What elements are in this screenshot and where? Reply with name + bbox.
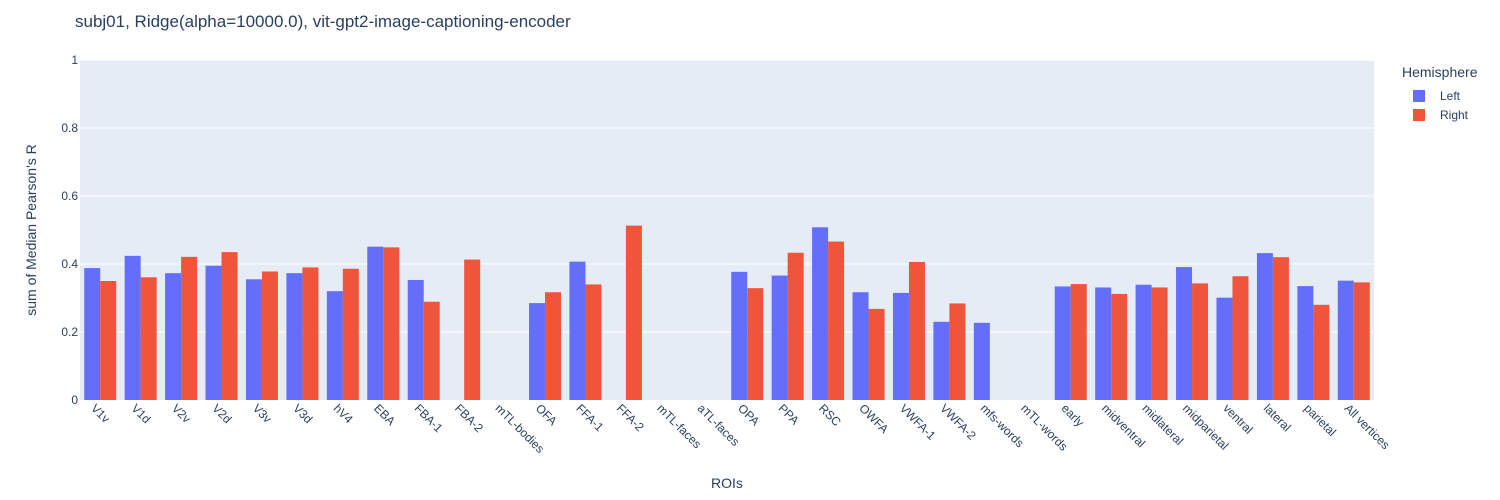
bar-left-hv4[interactable] bbox=[326, 291, 343, 400]
bar-right-eba[interactable] bbox=[383, 247, 400, 400]
x-tick-label: hV4 bbox=[331, 401, 356, 426]
x-tick-label: EBA bbox=[371, 401, 398, 428]
bar-left-owfa[interactable] bbox=[852, 292, 869, 400]
bar-right-midventral[interactable] bbox=[1111, 293, 1128, 400]
y-tick-labels: 0 0.2 0.4 0.6 0.8 1 bbox=[61, 53, 78, 407]
legend-swatch-right bbox=[1413, 108, 1425, 121]
bar-left-ppa[interactable] bbox=[771, 275, 788, 400]
x-tick-label: FBA-1 bbox=[412, 401, 446, 435]
bar-left-all-vertices[interactable] bbox=[1337, 280, 1354, 400]
bar-right-v2d[interactable] bbox=[221, 252, 238, 400]
bar-left-opa[interactable] bbox=[731, 271, 748, 400]
bar-right-v3v[interactable] bbox=[261, 271, 278, 400]
x-tick-label: V2d bbox=[209, 401, 234, 426]
chart-title: subj01, Ridge(alpha=10000.0), vit-gpt2-i… bbox=[75, 12, 571, 31]
bar-right-early[interactable] bbox=[1070, 284, 1087, 400]
x-tick-label: All vertices bbox=[1342, 401, 1393, 452]
x-tick-labels: V1v V1d V2v V2d V3v V3d hV4 EBA FBA-1 FBA-2 mTL-bo… bbox=[88, 401, 1392, 456]
x-tick-label: PPA bbox=[776, 401, 802, 427]
legend: Hemisphere Left Right bbox=[1402, 64, 1477, 124]
bar-left-ffa-1[interactable] bbox=[569, 261, 586, 400]
bar-left-mfs-words[interactable] bbox=[973, 322, 990, 400]
x-tick-label: VWFA-2 bbox=[937, 401, 979, 443]
bar-right-ffa-1[interactable] bbox=[585, 284, 602, 400]
bar-left-vwfa-2[interactable] bbox=[933, 321, 950, 400]
x-tick-label: early bbox=[1059, 401, 1087, 429]
bar-right-vwfa-2[interactable] bbox=[949, 303, 966, 400]
bar-left-midventral[interactable] bbox=[1095, 287, 1112, 400]
x-tick-label: RSC bbox=[816, 401, 844, 429]
y-tick-label: 0 bbox=[71, 393, 78, 407]
bar-right-midparietal[interactable] bbox=[1192, 283, 1209, 400]
legend-label-left: Left bbox=[1440, 88, 1461, 103]
bar-right-v1d[interactable] bbox=[140, 277, 157, 400]
x-tick-label: FBA-2 bbox=[452, 401, 486, 435]
x-tick-label: lateral bbox=[1261, 401, 1294, 434]
bar-right-owfa[interactable] bbox=[868, 308, 885, 400]
x-tick-label: V2v bbox=[169, 401, 194, 426]
bar-left-lateral[interactable] bbox=[1256, 253, 1273, 400]
bar-right-parietal[interactable] bbox=[1313, 304, 1330, 400]
bar-left-rsc[interactable] bbox=[812, 227, 829, 400]
bar-right-ventral[interactable] bbox=[1232, 276, 1249, 400]
bar-right-rsc[interactable] bbox=[828, 241, 845, 400]
bar-left-v1v[interactable] bbox=[84, 268, 101, 400]
bar-left-ofa[interactable] bbox=[529, 303, 546, 400]
bar-left-v2v[interactable] bbox=[165, 273, 182, 400]
y-axis-title: sum of Median Pearson's R bbox=[23, 144, 39, 316]
bar-right-opa[interactable] bbox=[747, 288, 764, 400]
bar-right-midlateral[interactable] bbox=[1151, 287, 1168, 400]
bar-right-ofa[interactable] bbox=[545, 292, 562, 400]
legend-item-left[interactable]: Left bbox=[1413, 86, 1477, 105]
bar-right-lateral[interactable] bbox=[1272, 257, 1289, 400]
legend-label-right: Right bbox=[1440, 107, 1469, 122]
x-tick-label: FFA-1 bbox=[573, 401, 606, 434]
bar-right-hv4[interactable] bbox=[342, 268, 359, 400]
x-tick-label: VWFA-1 bbox=[897, 401, 939, 443]
legend-title: Hemisphere bbox=[1402, 64, 1478, 80]
x-axis-title: ROIs bbox=[711, 475, 743, 491]
bar-left-v1d[interactable] bbox=[124, 255, 141, 400]
x-tick-label: parietal bbox=[1301, 401, 1339, 439]
bar-right-vwfa-1[interactable] bbox=[908, 261, 925, 400]
x-tick-label: FFA-2 bbox=[614, 401, 647, 434]
bar-right-ppa[interactable] bbox=[787, 252, 804, 400]
x-tick-label: OWFA bbox=[856, 401, 891, 436]
bar-left-midparietal[interactable] bbox=[1176, 267, 1193, 400]
bars bbox=[84, 225, 1370, 400]
x-tick-label: V1v bbox=[88, 401, 113, 426]
x-tick-label: V1d bbox=[129, 401, 154, 426]
y-tick-label: 0.6 bbox=[61, 189, 78, 203]
bar-left-midlateral[interactable] bbox=[1135, 284, 1152, 400]
y-tick-label: 0.2 bbox=[61, 325, 78, 339]
bar-right-v1v[interactable] bbox=[100, 281, 117, 400]
y-tick-label: 1 bbox=[71, 53, 78, 67]
x-tick-label: V3d bbox=[290, 401, 315, 426]
bar-right-fba-1[interactable] bbox=[423, 301, 440, 400]
bar-left-v2d[interactable] bbox=[205, 265, 222, 400]
x-tick-label: OPA bbox=[735, 401, 762, 428]
bar-left-parietal[interactable] bbox=[1297, 286, 1314, 400]
bar-left-vwfa-1[interactable] bbox=[892, 292, 909, 400]
bar-right-ffa-2[interactable] bbox=[625, 225, 642, 400]
bar-left-early[interactable] bbox=[1054, 286, 1071, 400]
x-tick-label: OFA bbox=[533, 401, 560, 428]
bar-right-v3d[interactable] bbox=[302, 267, 319, 400]
x-tick-label: ventral bbox=[1220, 401, 1255, 436]
bar-right-all-vertices[interactable] bbox=[1353, 282, 1370, 400]
y-tick-label: 0.8 bbox=[61, 121, 78, 135]
bar-left-v3v[interactable] bbox=[245, 279, 262, 400]
bar-left-ventral[interactable] bbox=[1216, 297, 1233, 400]
legend-swatch-left bbox=[1413, 89, 1425, 102]
bar-right-v2v[interactable] bbox=[181, 256, 198, 400]
bar-left-eba[interactable] bbox=[367, 246, 384, 400]
bar-right-fba-2[interactable] bbox=[464, 259, 481, 400]
x-tick-label: V3v bbox=[250, 401, 275, 426]
y-tick-label: 0.4 bbox=[61, 257, 78, 271]
bar-left-fba-1[interactable] bbox=[407, 279, 424, 400]
bar-left-v3d[interactable] bbox=[286, 273, 303, 400]
legend-item-right[interactable]: Right bbox=[1413, 105, 1477, 124]
